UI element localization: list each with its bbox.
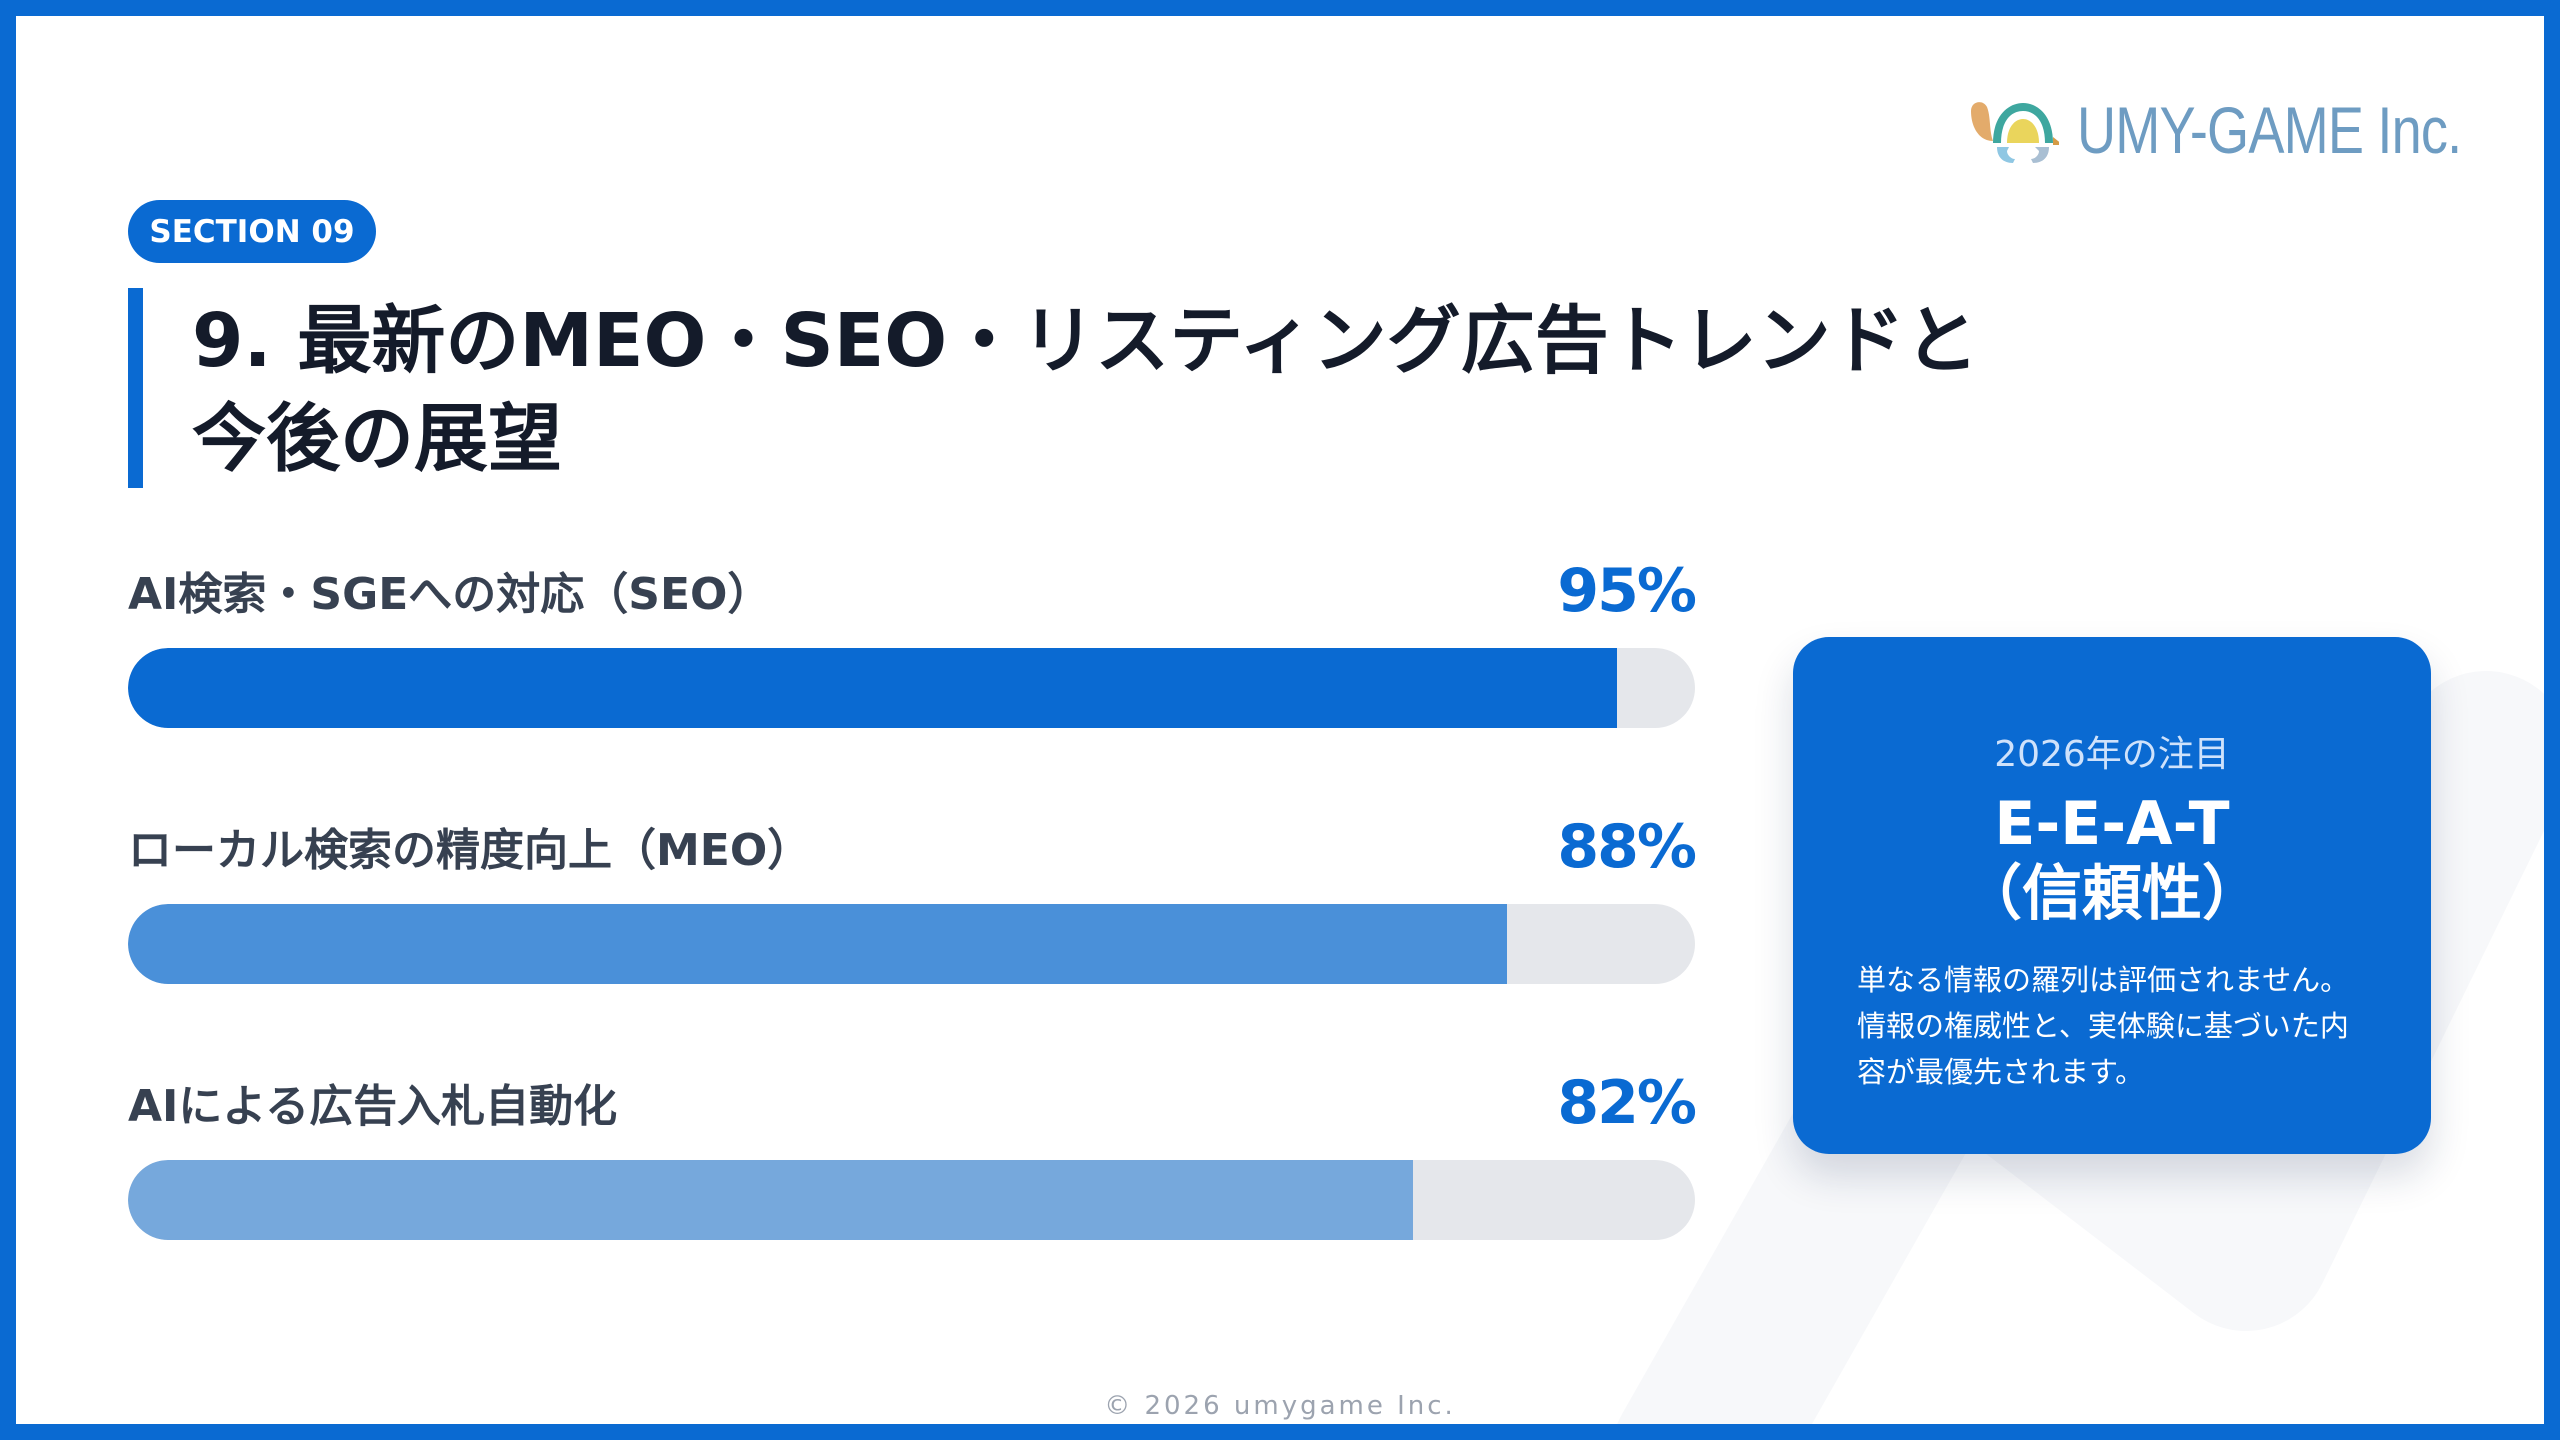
page-title-line-1: 9. 最新のMEO・SEO・リスティング広告トレンドと	[192, 298, 1979, 384]
progress-track	[128, 648, 1695, 728]
trend-percent: 95%	[1557, 556, 1697, 626]
company-logo: UMY-GAME Inc.	[1967, 85, 2544, 175]
card-headline: E-E-A-T （信頼性）	[1793, 789, 2431, 929]
section-badge: SECTION 09	[128, 200, 376, 263]
card-headline-line-1: E-E-A-T	[1994, 789, 2230, 859]
page-title: 9. 最新のMEO・SEO・リスティング広告トレンドと 今後の展望	[192, 292, 2142, 488]
trend-row-ads: AIによる広告入札自動化 82%	[128, 1068, 1697, 1240]
trend-label: AI検索・SGEへの対応（SEO）	[128, 569, 772, 620]
logo-text: UMY-GAME Inc.	[2077, 93, 2462, 167]
trend-percent: 82%	[1557, 1068, 1697, 1138]
highlight-card: 2026年の注目 E-E-A-T （信頼性） 単なる情報の羅列は評価されません。…	[1793, 637, 2431, 1154]
trend-row-meo: ローカル検索の精度向上（MEO） 88%	[128, 812, 1697, 984]
card-headline-line-2: （信頼性）	[1962, 859, 2262, 929]
turtle-rainbow-logo-icon	[1971, 102, 2059, 163]
card-kicker: 2026年の注目	[1994, 734, 2230, 775]
trend-label: ローカル検索の精度向上（MEO）	[128, 825, 812, 876]
title-accent-bar	[128, 288, 143, 488]
trend-row-seo: AI検索・SGEへの対応（SEO） 95%	[128, 556, 1697, 728]
progress-fill	[128, 1160, 1413, 1240]
progress-track	[128, 904, 1695, 984]
card-body-text: 単なる情報の羅列は評価されません。情報の権威性と、実体験に基づいた内容が最優先さ…	[1857, 963, 2350, 1089]
progress-fill	[128, 904, 1507, 984]
footer-copyright: © 2026 umygame Inc.	[1104, 1391, 1456, 1421]
progress-fill	[128, 648, 1617, 728]
trend-percent: 88%	[1557, 812, 1697, 882]
progress-track	[128, 1160, 1695, 1240]
page-title-line-2: 今後の展望	[192, 396, 562, 482]
trend-label: AIによる広告入札自動化	[128, 1081, 618, 1132]
